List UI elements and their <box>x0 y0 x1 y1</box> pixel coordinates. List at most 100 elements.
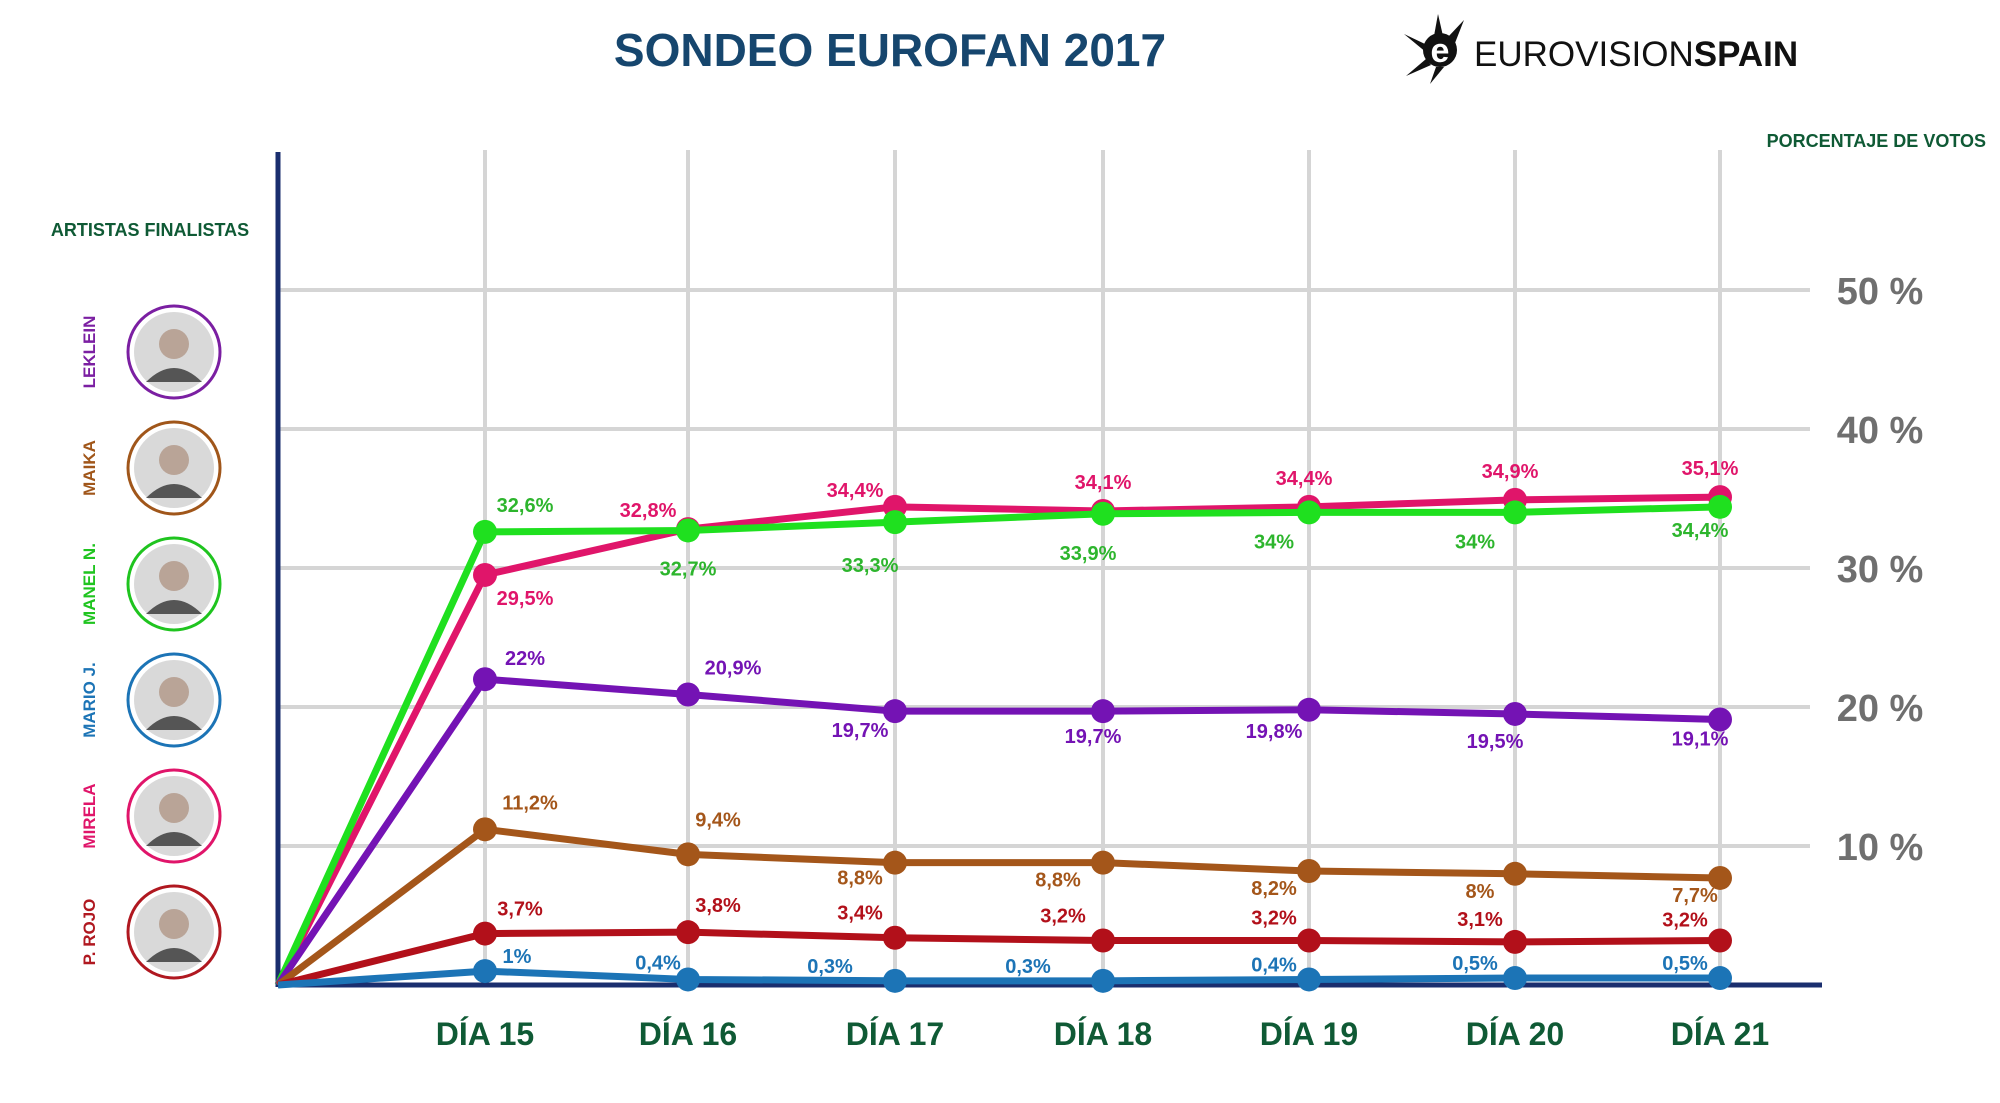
data-labels: 29,5% 32,8% 34,4% 34,1% 34,4% 34,9% 35,1% 32,6%… <box>497 458 1739 978</box>
data-point <box>1297 967 1321 992</box>
data-label: 34% <box>1455 531 1495 553</box>
artist-name: MARIO J. <box>80 662 99 738</box>
data-point <box>473 667 497 692</box>
y-tick-label: 50 % <box>1837 271 1924 313</box>
data-label: 3,1% <box>1457 909 1503 931</box>
data-point <box>1091 501 1115 526</box>
data-point <box>1708 865 1732 890</box>
data-label: 29,5% <box>497 588 554 610</box>
data-point <box>473 519 497 544</box>
data-label: 34,4% <box>1276 468 1333 490</box>
data-label: 33,3% <box>842 555 899 577</box>
data-label: 19,7% <box>832 720 889 742</box>
data-point <box>1297 697 1321 722</box>
data-point <box>883 510 907 535</box>
data-point <box>676 518 700 543</box>
data-point <box>1503 500 1527 525</box>
data-label: 19,7% <box>1065 726 1122 748</box>
data-point <box>883 968 907 993</box>
series-p-rojo <box>277 920 1732 989</box>
series-lines <box>274 485 1732 993</box>
data-label: 0,4% <box>1251 954 1297 976</box>
series-mario-j <box>277 959 1732 993</box>
artist-name: LEKLEIN <box>80 316 99 389</box>
series-line <box>275 675 1721 987</box>
data-label: 32,6% <box>497 495 554 517</box>
data-point <box>1503 929 1527 954</box>
data-label: 34,9% <box>1482 461 1539 483</box>
data-label: 34,4% <box>827 480 884 502</box>
data-label: 7,7% <box>1672 885 1718 907</box>
svg-text:e: e <box>1431 32 1450 70</box>
data-point <box>1091 699 1115 724</box>
series-line <box>274 493 1721 987</box>
data-point <box>1091 968 1115 993</box>
data-label: 3,2% <box>1662 910 1708 932</box>
data-label: 0,4% <box>635 952 681 974</box>
series-line <box>277 967 1720 989</box>
data-label: 35,1% <box>1682 458 1739 480</box>
data-point <box>473 959 497 984</box>
y-tick-label: 40 % <box>1837 410 1924 452</box>
series-line <box>274 503 1721 987</box>
artist-legend: LEKLEIN MAIKA MANEL N. MARIO J. MIRELA P. ROJ… <box>80 304 222 980</box>
data-label: 3,4% <box>837 903 883 925</box>
series-manel-n <box>274 494 1732 987</box>
y-tick-label: 20 % <box>1837 688 1924 730</box>
manel-portrait-icon <box>126 536 222 632</box>
mario-portrait-icon <box>126 652 222 748</box>
data-label: 3,7% <box>497 899 543 921</box>
data-label: 9,4% <box>695 809 741 831</box>
svg-text:EUROVISIONSPAIN: EUROVISIONSPAIN <box>1474 35 1798 74</box>
x-tick-label: DÍA 16 <box>639 1016 737 1052</box>
data-label: 34,4% <box>1672 520 1729 542</box>
data-label: 22% <box>505 648 545 670</box>
data-label: 20,9% <box>705 657 762 679</box>
data-point <box>1297 859 1321 884</box>
artist-entry: LEKLEIN <box>80 304 222 400</box>
data-point <box>883 925 907 950</box>
artist-entry: MANEL N. <box>80 536 222 632</box>
series-leklein <box>275 667 1732 987</box>
data-label: 0,5% <box>1662 953 1708 975</box>
axes: DÍA 15 DÍA 16 DÍA 17 DÍA 18 DÍA 19 DÍA 20 DÍA … <box>275 152 1822 1052</box>
data-point <box>1091 928 1115 953</box>
data-point <box>676 920 700 945</box>
data-point <box>473 921 497 946</box>
data-label: 33,9% <box>1060 543 1117 565</box>
data-point <box>883 699 907 724</box>
artist-name: P. ROJO <box>80 899 99 966</box>
logo-text-light: EUROVISION <box>1474 35 1694 74</box>
maika-portrait-icon <box>126 420 222 516</box>
data-label: 8,8% <box>1035 870 1081 892</box>
data-point <box>1503 861 1527 886</box>
artist-entry: P. ROJO <box>80 884 222 980</box>
data-point <box>1708 966 1732 991</box>
data-point <box>1503 701 1527 726</box>
series-line <box>277 928 1721 989</box>
series-maika <box>275 817 1732 988</box>
data-point <box>473 817 497 842</box>
data-point <box>883 850 907 875</box>
eurovision-spain-logo: e EUROVISIONSPAIN <box>1404 14 1798 84</box>
data-label: 0,5% <box>1452 953 1498 975</box>
mirela-portrait-icon <box>126 768 222 864</box>
x-tick-label: DÍA 21 <box>1671 1016 1769 1052</box>
data-label: 0,3% <box>807 956 853 978</box>
artist-name: MAIKA <box>80 440 99 496</box>
data-point <box>1297 928 1321 953</box>
data-label: 32,8% <box>620 500 677 522</box>
chart-title: SONDEO EUROFAN 2017 <box>614 24 1166 76</box>
data-label: 34% <box>1254 531 1294 553</box>
axis-heading: PORCENTAJE DE VOTOS <box>1767 131 1986 151</box>
data-point <box>1297 500 1321 525</box>
data-point <box>676 967 700 992</box>
data-label: 8% <box>1466 881 1495 903</box>
data-point <box>1091 850 1115 875</box>
data-point <box>1503 966 1527 991</box>
data-point <box>676 682 700 707</box>
eurovision-spain-star-icon: e <box>1404 14 1464 84</box>
data-label: 34,1% <box>1075 472 1132 494</box>
data-point <box>1708 707 1732 732</box>
data-point <box>473 562 497 587</box>
